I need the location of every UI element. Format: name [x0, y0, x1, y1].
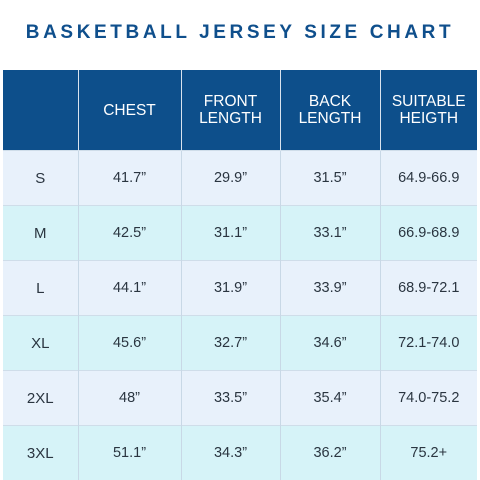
back-length-cell: 31.5”	[280, 150, 381, 206]
front-length-cell: 31.1”	[181, 205, 281, 261]
size-cell: L	[3, 260, 79, 316]
back-length-cell: 34.6”	[280, 315, 381, 371]
front-length-cell: 34.3”	[181, 425, 281, 480]
chest-cell: 41.7”	[78, 150, 182, 206]
back-length-cell: 33.9”	[280, 260, 381, 316]
table-row: S 41.7” 29.9” 31.5” 64.9-66.9	[3, 150, 477, 206]
size-cell: 2XL	[3, 370, 79, 426]
header-front-length: FRONT LENGTH	[181, 70, 281, 151]
header-height-label-line1: SUITABLE	[391, 93, 466, 110]
header-back-label-line2: LENGTH	[298, 110, 362, 127]
height-cell: 66.9-68.9	[380, 205, 477, 261]
chest-cell: 51.1”	[78, 425, 182, 480]
header-chest-label: CHEST	[103, 101, 156, 119]
size-cell: M	[3, 205, 79, 261]
header-suitable-height: SUITABLE HEIGTH	[380, 70, 477, 151]
table-row: M 42.5” 31.1” 33.1” 66.9-68.9	[3, 205, 477, 261]
size-chart-table: CHEST FRONT LENGTH BACK LENGTH SUITABLE …	[3, 70, 477, 480]
header-height-label-line2: HEIGTH	[399, 110, 459, 127]
front-length-cell: 31.9”	[181, 260, 281, 316]
height-cell: 72.1-74.0	[380, 315, 477, 371]
height-cell: 64.9-66.9	[380, 150, 477, 206]
header-row: CHEST FRONT LENGTH BACK LENGTH SUITABLE …	[3, 70, 477, 151]
back-length-cell: 36.2”	[280, 425, 381, 480]
front-length-cell: 29.9”	[181, 150, 281, 206]
header-front-label-line1: FRONT	[203, 93, 258, 110]
header-chest: CHEST	[78, 70, 182, 151]
table-row: 3XL 51.1” 34.3” 36.2” 75.2+	[3, 425, 477, 480]
table-row: 2XL 48” 33.5” 35.4” 74.0-75.2	[3, 370, 477, 426]
header-front-label-line2: LENGTH	[199, 110, 262, 127]
header-size	[3, 70, 79, 151]
height-cell: 75.2+	[380, 425, 477, 480]
chart-title: BASKETBALL JERSEY SIZE CHART	[25, 22, 455, 43]
height-cell: 74.0-75.2	[380, 370, 477, 426]
chest-cell: 45.6”	[78, 315, 182, 371]
header-back-label-line1: BACK	[308, 93, 352, 110]
front-length-cell: 33.5”	[181, 370, 281, 426]
chest-cell: 44.1”	[78, 260, 182, 316]
size-cell: 3XL	[3, 425, 79, 480]
back-length-cell: 33.1”	[280, 205, 381, 261]
size-cell: XL	[3, 315, 79, 371]
table-row: XL 45.6” 32.7” 34.6” 72.1-74.0	[3, 315, 477, 371]
table-row: L 44.1” 31.9” 33.9” 68.9-72.1	[3, 260, 477, 316]
size-cell: S	[3, 150, 79, 206]
front-length-cell: 32.7”	[181, 315, 281, 371]
chest-cell: 42.5”	[78, 205, 182, 261]
back-length-cell: 35.4”	[280, 370, 381, 426]
chest-cell: 48”	[78, 370, 182, 426]
height-cell: 68.9-72.1	[380, 260, 477, 316]
header-back-length: BACK LENGTH	[280, 70, 381, 151]
